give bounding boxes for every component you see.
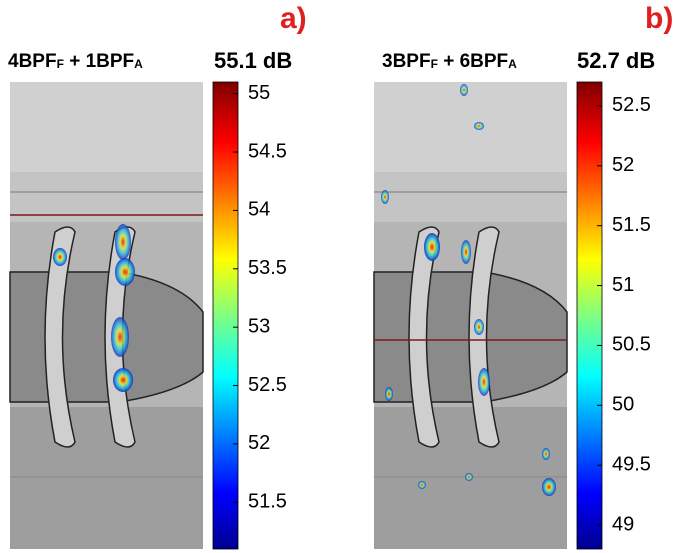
tick-label: 52.5	[612, 94, 651, 116]
colorbar	[576, 81, 603, 550]
map-image	[373, 81, 568, 550]
max-level: 55.1 dB	[214, 48, 292, 73]
tick-label: 52.5	[248, 374, 287, 396]
tick-label: 51.5	[248, 491, 287, 513]
tick-label: 53.5	[248, 257, 287, 279]
tick-label: 50	[612, 394, 634, 416]
tick-label: 52	[248, 432, 270, 454]
tick-label: 51.5	[612, 214, 651, 236]
tick-label: 49.5	[612, 453, 651, 475]
tick-label: 52	[612, 154, 634, 176]
panel-label: a)	[280, 2, 307, 35]
tick-label: 50.5	[612, 334, 651, 356]
panel-a: a) 4BPFF + 1BPFA 55.1 dB	[8, 2, 307, 550]
max-level: 52.7 dB	[577, 48, 655, 73]
tick-label: 49	[612, 513, 634, 535]
tick-label: 54	[248, 199, 270, 221]
panel-label: b)	[645, 2, 673, 35]
tick-label: 54.5	[248, 140, 287, 162]
panel-title: 3BPFF + 6BPFA	[382, 51, 517, 72]
tick-label: 53	[248, 315, 270, 337]
panel-b: b) 3BPFF + 6BPFA 52.7 dB	[373, 2, 673, 550]
panel-title: 4BPFF + 1BPFA	[8, 51, 143, 72]
colorbar	[212, 81, 239, 550]
tick-label: 51	[612, 274, 634, 296]
tick-label: 55	[248, 82, 270, 104]
map-image	[9, 81, 204, 550]
